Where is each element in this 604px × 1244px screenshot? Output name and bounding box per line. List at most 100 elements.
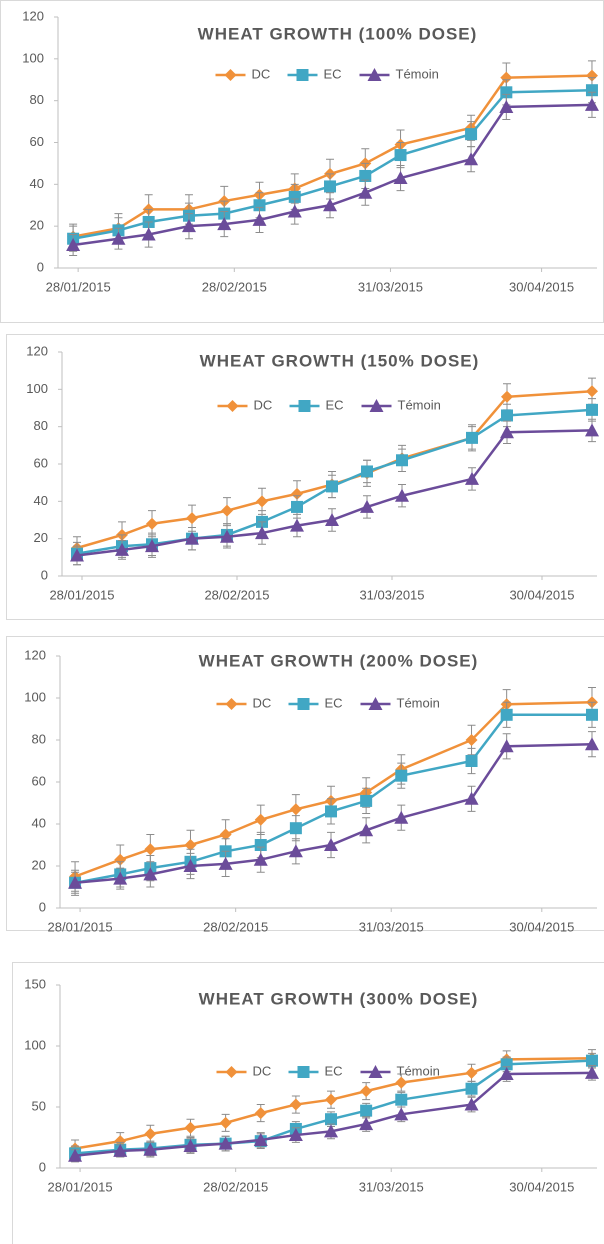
y-tick-label: 0 <box>37 259 44 274</box>
data-point <box>325 1113 338 1126</box>
data-point <box>218 1136 233 1150</box>
x-tick-label: 28/02/2015 <box>203 1179 268 1194</box>
y-tick-label: 60 <box>34 455 48 470</box>
y-tick-label: 100 <box>24 1037 46 1052</box>
data-point <box>465 1066 478 1079</box>
data-point <box>289 822 302 835</box>
data-point <box>288 844 303 858</box>
legend-label: EC <box>325 695 343 710</box>
y-tick-label: 120 <box>26 343 48 358</box>
panel <box>12 962 604 1244</box>
legend-marker <box>369 399 384 412</box>
panel <box>0 0 604 323</box>
x-tick-label: 28/02/2015 <box>204 587 269 602</box>
data-point <box>464 791 479 805</box>
chart-title: WHEAT GROWTH (200% DOSE) <box>199 651 479 670</box>
data-point <box>289 1098 302 1111</box>
data-point <box>254 1107 267 1120</box>
data-point <box>220 529 234 543</box>
x-tick-label: 31/03/2015 <box>359 587 424 602</box>
data-point <box>324 1124 339 1138</box>
x-tick-label: 28/01/2015 <box>46 279 111 294</box>
y-tick-label: 100 <box>24 689 46 704</box>
y-tick-label: 120 <box>24 647 46 662</box>
legend-label: Témoin <box>397 1063 440 1078</box>
data-point <box>500 86 513 99</box>
data-point <box>393 171 408 185</box>
data-point <box>219 1116 232 1129</box>
data-point <box>111 231 126 245</box>
x-tick-label: 28/02/2015 <box>202 279 267 294</box>
y-tick-label: 0 <box>41 567 48 582</box>
data-point <box>464 1097 479 1111</box>
data-point <box>325 513 339 526</box>
data-point <box>185 531 199 545</box>
data-point <box>254 839 267 851</box>
y-tick-label: 80 <box>34 418 48 433</box>
data-point <box>255 526 269 540</box>
data-point <box>465 734 478 746</box>
data-point <box>586 403 598 416</box>
data-point <box>585 1054 598 1067</box>
legend-marker <box>297 1066 310 1078</box>
legend-marker <box>297 698 310 710</box>
data-point <box>66 237 81 251</box>
data-point <box>68 875 83 889</box>
x-tick-label: 28/01/2015 <box>48 919 113 934</box>
data-point <box>324 180 337 193</box>
data-point <box>184 839 197 851</box>
legend-marker <box>226 400 239 412</box>
data-point <box>113 871 128 885</box>
legend-label: EC <box>326 397 344 412</box>
y-tick-label: 20 <box>32 857 46 872</box>
y-tick-label: 60 <box>30 134 44 149</box>
data-point <box>499 99 514 113</box>
x-tick-label: 30/04/2015 <box>509 919 574 934</box>
legend-label: DC <box>253 695 272 710</box>
legend-marker <box>298 400 311 412</box>
data-point <box>184 1121 197 1134</box>
x-tick-label: 31/03/2015 <box>359 919 424 934</box>
legend-label: EC <box>325 1063 343 1078</box>
y-tick-label: 80 <box>32 731 46 746</box>
x-tick-label: 30/04/2015 <box>509 279 574 294</box>
data-point <box>289 803 302 816</box>
data-point <box>359 169 372 182</box>
x-tick-label: 28/01/2015 <box>48 1179 113 1194</box>
data-point <box>501 409 513 422</box>
data-point <box>253 199 266 212</box>
y-tick-label: 120 <box>22 8 44 23</box>
data-point <box>114 853 127 866</box>
data-point <box>586 385 598 398</box>
y-tick-label: 50 <box>32 1098 46 1113</box>
y-tick-label: 100 <box>26 381 48 396</box>
data-point <box>585 69 598 82</box>
data-point <box>287 204 302 218</box>
x-tick-label: 30/04/2015 <box>509 587 574 602</box>
data-point <box>144 843 157 856</box>
y-tick-label: 40 <box>34 493 48 508</box>
data-point <box>361 465 373 478</box>
legend-marker <box>224 69 237 81</box>
chart-title: WHEAT GROWTH (150% DOSE) <box>200 351 480 370</box>
data-point <box>395 1093 408 1106</box>
legend-label: Témoin <box>396 66 439 81</box>
data-point <box>585 423 599 437</box>
data-point <box>325 805 338 818</box>
data-point <box>183 859 198 872</box>
legend-marker <box>367 68 382 81</box>
legend-label: DC <box>254 397 273 412</box>
data-point <box>141 227 156 241</box>
y-tick-label: 0 <box>39 1159 46 1174</box>
data-point <box>465 128 478 141</box>
data-point <box>584 737 599 751</box>
y-tick-label: 40 <box>30 176 44 191</box>
data-point <box>326 480 338 493</box>
data-point <box>217 217 232 231</box>
data-point <box>395 488 409 502</box>
data-point <box>221 504 233 517</box>
data-point <box>464 152 479 166</box>
y-tick-label: 100 <box>22 50 44 65</box>
data-point <box>181 219 196 233</box>
legend-label: Témoin <box>398 397 441 412</box>
